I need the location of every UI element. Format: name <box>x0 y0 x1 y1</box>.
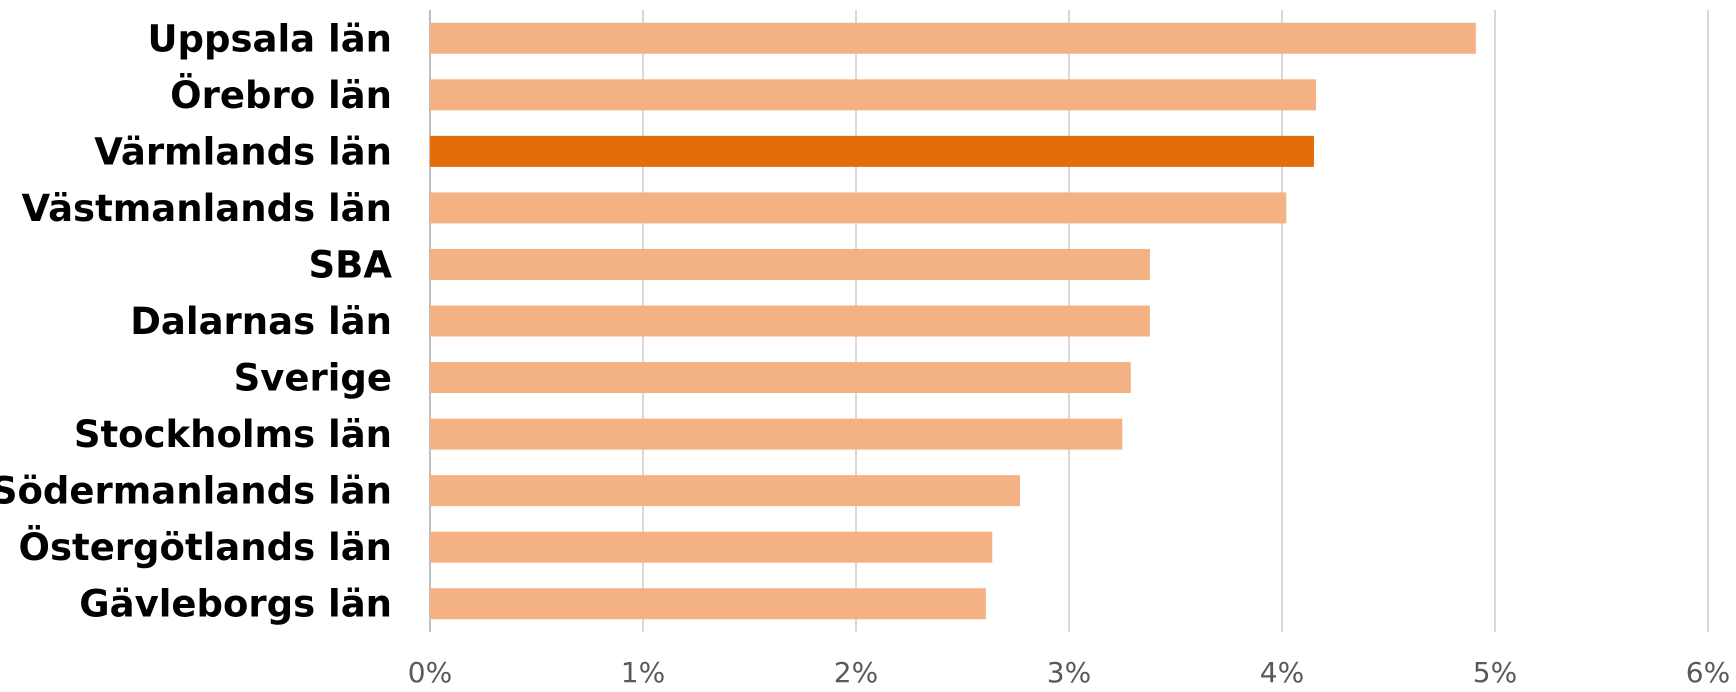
category-labels: Uppsala län Örebro län Värmlands län Västma… <box>0 17 392 625</box>
bar <box>430 531 993 563</box>
x-tick-label: 5% <box>1473 656 1517 689</box>
bar <box>430 362 1131 394</box>
x-tick-label: 1% <box>621 656 665 689</box>
bar <box>430 475 1021 507</box>
category-label: Stockholms län <box>74 413 392 456</box>
bar <box>430 22 1476 54</box>
x-axis-tick-labels: 0% 1% 2% 3% 4% 5% 6% <box>408 656 1730 689</box>
category-label: Östergötlands län <box>19 525 392 569</box>
category-label: Värmlands län <box>94 130 392 173</box>
category-label: Sverige <box>234 357 392 400</box>
x-tick-label: 2% <box>834 656 878 689</box>
bar <box>430 248 1150 280</box>
bar <box>430 79 1317 111</box>
category-label: Örebro län <box>170 73 392 117</box>
category-label: Västmanlands län <box>21 187 392 230</box>
category-label: Södermanlands län <box>0 470 392 513</box>
bar <box>430 588 986 620</box>
x-tick-label: 3% <box>1047 656 1091 689</box>
category-label: Gävleborgs län <box>79 583 392 626</box>
bar <box>430 305 1150 337</box>
x-tick-label: 0% <box>408 656 452 689</box>
x-tick-label: 4% <box>1260 656 1304 689</box>
bar <box>430 192 1287 224</box>
bar <box>430 418 1123 450</box>
category-label: Dalarnas län <box>130 300 392 343</box>
bar <box>430 135 1314 167</box>
category-label: Uppsala län <box>147 17 392 60</box>
category-label: SBA <box>309 243 393 286</box>
x-tick-label: 6% <box>1686 656 1730 689</box>
bars <box>430 22 1476 620</box>
